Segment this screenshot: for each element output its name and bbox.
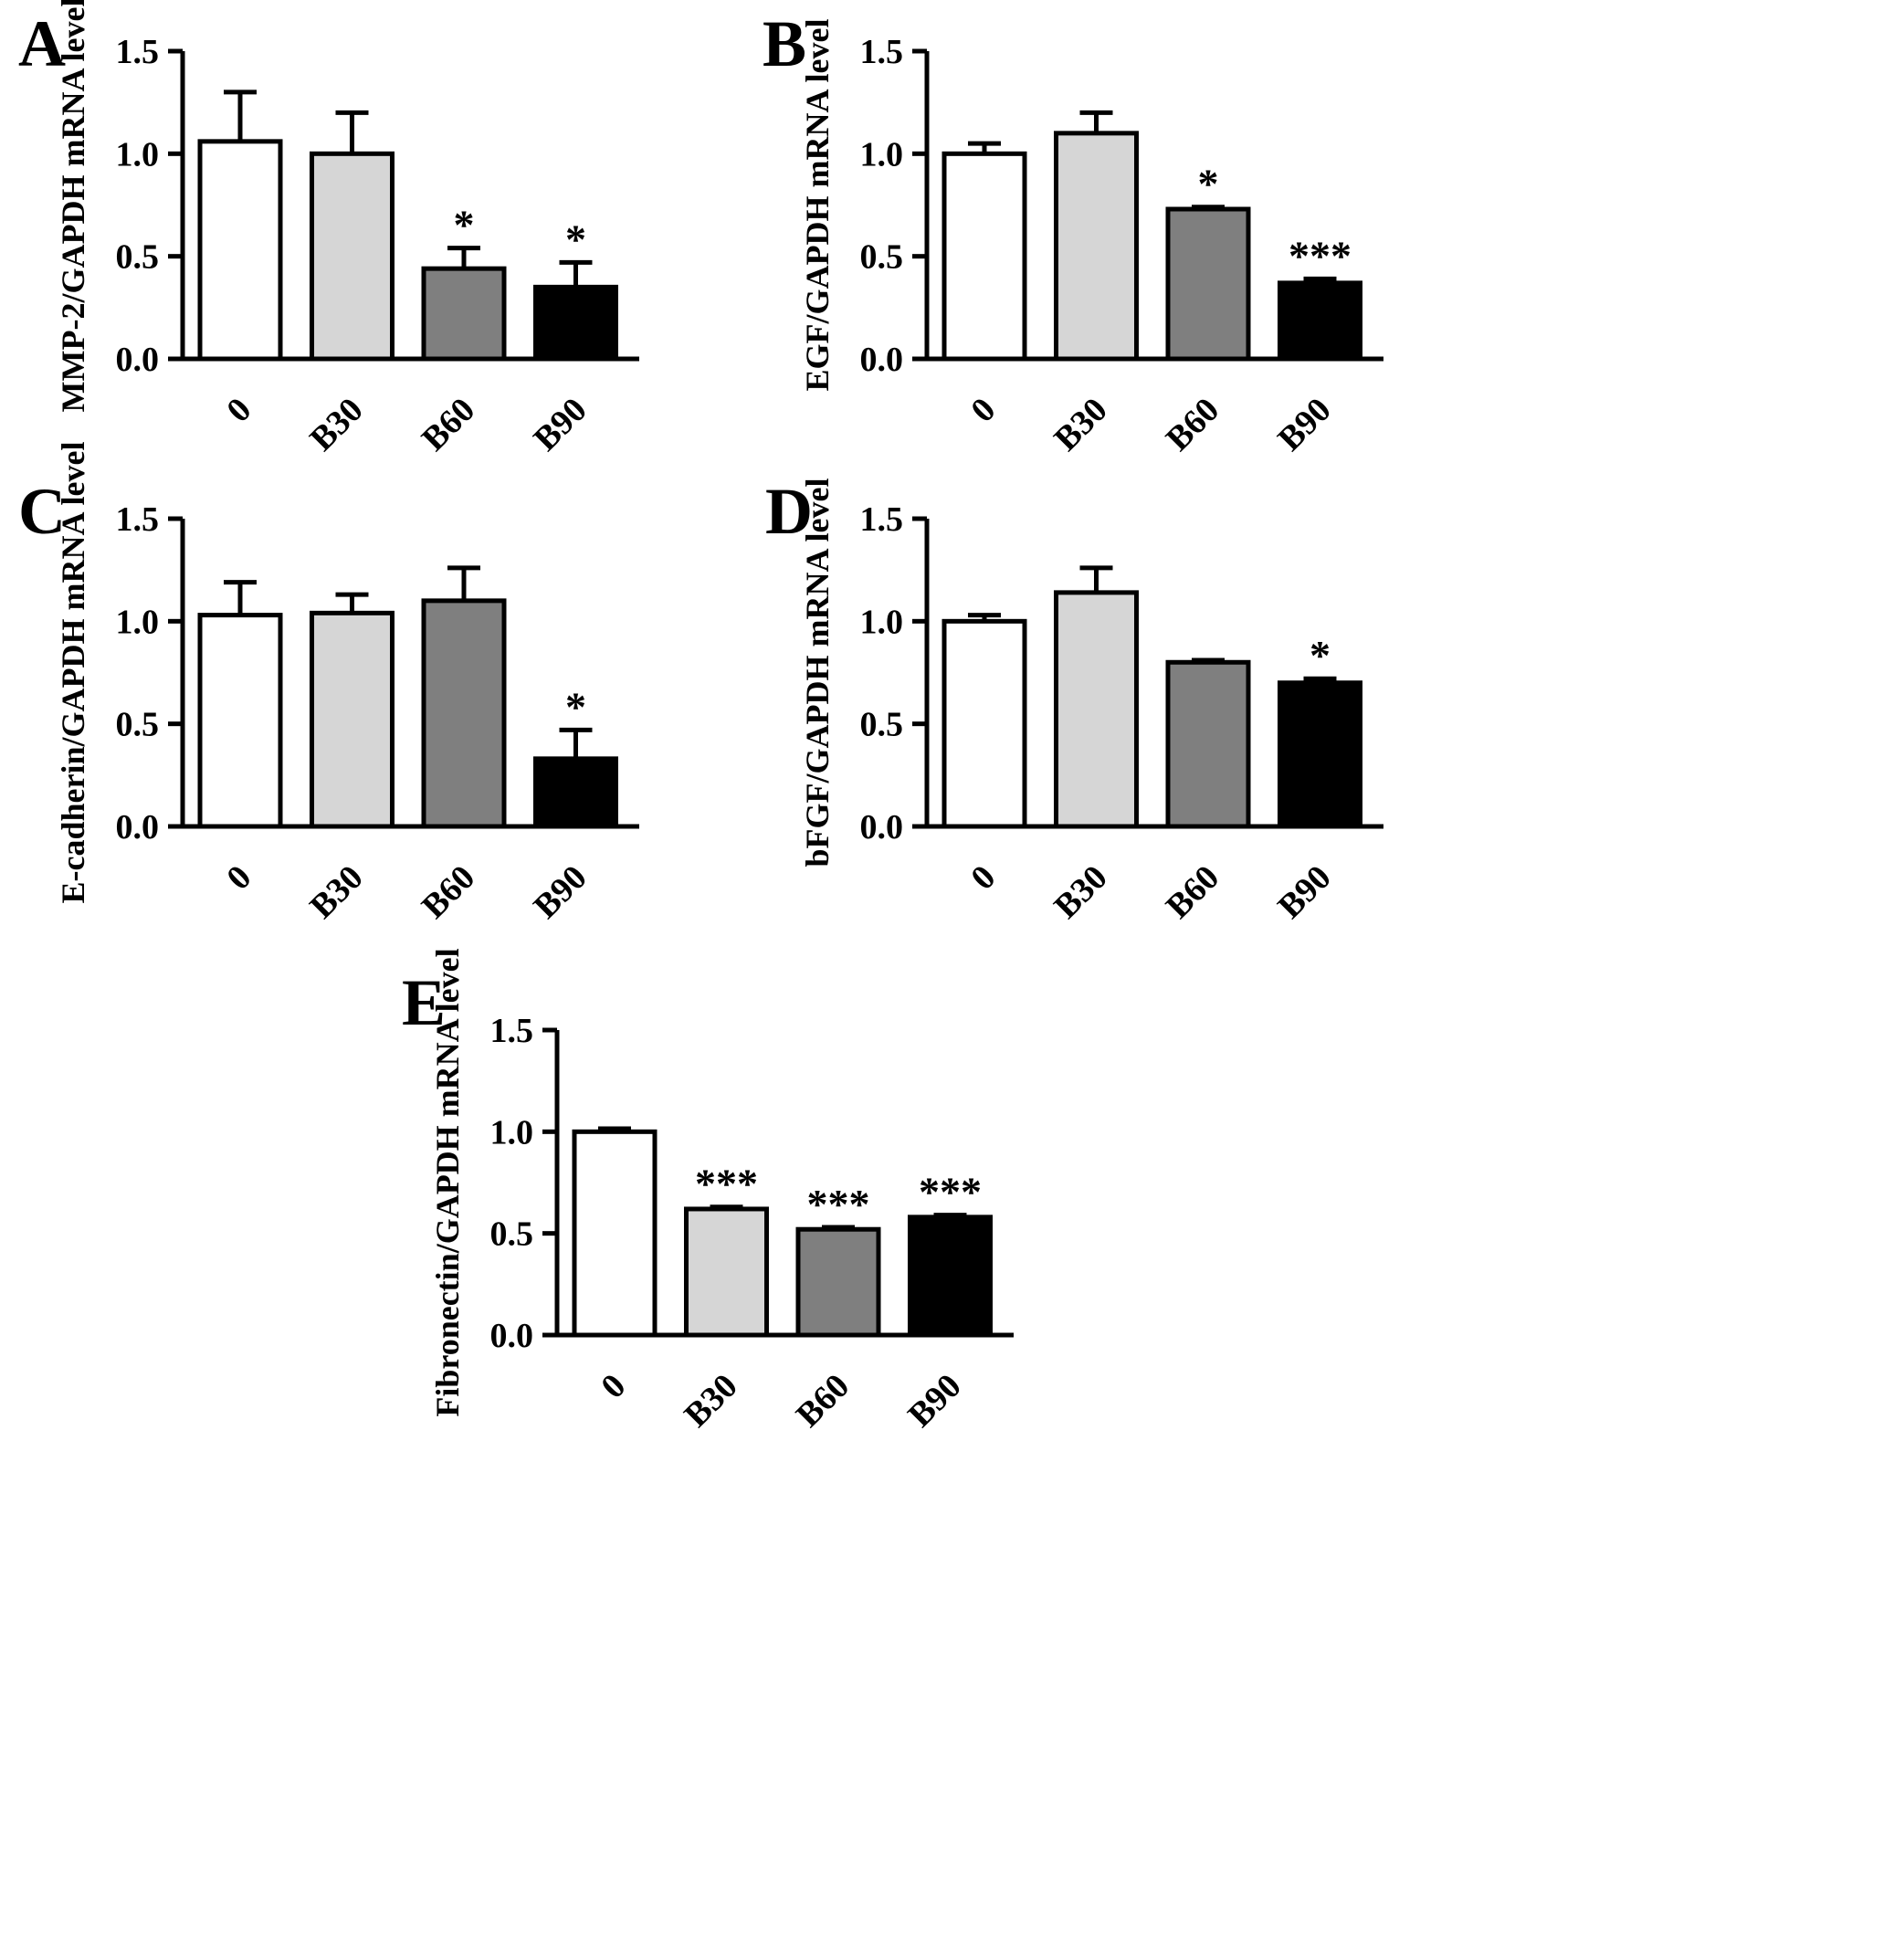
x-tick-label: B90	[900, 1367, 969, 1435]
y-tick-label: 1.0	[860, 135, 904, 174]
x-tick-label: B30	[1047, 858, 1115, 927]
significance-label: *	[1310, 632, 1331, 678]
x-tick-label: B30	[677, 1367, 745, 1435]
significance-label: ***	[919, 1169, 982, 1215]
y-axis-label: EGF/GAPDH mRNA level	[799, 19, 836, 392]
bar-e-B30	[684, 1206, 769, 1338]
y-tick-label: 0.0	[860, 808, 904, 847]
y-axis-label: bFGF/GAPDH mRNA level	[799, 478, 836, 868]
y-tick-label: 0.0	[490, 1317, 534, 1355]
bar-c-B60	[421, 598, 507, 829]
y-tick-label: 1.5	[490, 1012, 534, 1050]
panel-e: E 0.0 0.5 1.0 1.5 Fibronectin/GAPDH mRNA leve…	[402, 948, 1014, 1435]
y-tick-label: 0.0	[116, 341, 160, 379]
bar-d-B90	[1278, 680, 1362, 829]
x-tick-label: 0	[963, 858, 1003, 898]
significance-label: ***	[807, 1181, 870, 1227]
y-tick-label: 1.5	[116, 33, 160, 71]
x-tick-label: B90	[1270, 858, 1339, 927]
x-tick-label: B60	[789, 1367, 857, 1435]
panel-a: A 0.0 0.5 1.0 1.5 MMP-2/GAPDH mRNA level 0 B30 *…	[18, 0, 639, 458]
significance-label: *	[454, 202, 475, 248]
y-tick-label: 0.0	[116, 808, 160, 847]
significance-label: ***	[1289, 232, 1352, 279]
x-tick-label: B60	[1159, 858, 1227, 927]
y-axis-label: E-cadherin/GAPDH mRNA level	[55, 442, 91, 904]
bar-b-B60	[1165, 206, 1251, 362]
bar-b-B90	[1278, 280, 1362, 362]
bar-a-B60	[421, 266, 507, 362]
panel-letter-e: E	[402, 966, 446, 1039]
panel-d: D 0.0 0.5 1.0 1.5 bFGF/GAPDH mRNA level 0 B30 B6…	[765, 475, 1383, 926]
y-tick-label: 1.0	[490, 1113, 534, 1152]
x-tick-label: 0	[594, 1367, 633, 1406]
x-tick-label: B60	[415, 391, 483, 459]
panel-letter-b: B	[763, 7, 806, 80]
x-tick-label: B30	[1047, 391, 1115, 459]
bar-a-B30	[310, 151, 394, 362]
y-tick-label: 0.5	[860, 706, 904, 744]
panel-b: B 0.0 0.5 1.0 1.5 EGF/GAPDH mRNA level 0 B30 * B6…	[763, 7, 1383, 458]
x-tick-label: B30	[302, 391, 371, 459]
bar-b-B30	[1054, 131, 1139, 362]
bar-e-B90	[908, 1215, 993, 1338]
y-axis-label: Fibronectin/GAPDH mRNA level	[429, 948, 466, 1416]
x-tick-label: B90	[526, 391, 594, 459]
panel-letter-a: A	[18, 7, 66, 80]
x-tick-label: 0	[963, 391, 1003, 430]
y-tick-label: 0.5	[490, 1215, 534, 1254]
x-tick-label: 0	[219, 391, 258, 430]
bar-d-0	[941, 618, 1027, 829]
bar-b-0	[941, 151, 1027, 362]
y-tick-label: 0.5	[116, 706, 160, 744]
bar-c-0	[197, 613, 283, 829]
x-tick-label: 0	[219, 858, 258, 898]
y-tick-label: 0.0	[860, 341, 904, 379]
x-tick-label: B90	[1270, 391, 1339, 459]
y-tick-label: 1.5	[860, 500, 904, 539]
y-tick-label: 1.0	[116, 135, 160, 174]
bar-e-B60	[795, 1226, 881, 1338]
y-tick-label: 1.5	[116, 500, 160, 539]
y-tick-label: 1.0	[860, 603, 904, 641]
x-tick-label: B30	[302, 858, 371, 927]
panel-letter-d: D	[765, 475, 813, 548]
bar-d-B60	[1165, 659, 1251, 829]
y-tick-label: 0.5	[860, 238, 904, 277]
panel-c: C 0.0 0.5 1.0 1.5 E-cadherin/GAPDH mRNA level…	[18, 442, 639, 927]
bar-c-B90	[533, 756, 618, 829]
bar-a-B90	[533, 284, 618, 362]
y-tick-label: 1.5	[860, 33, 904, 71]
y-tick-label: 1.0	[116, 603, 160, 641]
significance-label: ***	[695, 1161, 758, 1207]
bar-d-B30	[1054, 590, 1139, 829]
significance-label: *	[1198, 161, 1219, 207]
x-tick-label: B90	[526, 858, 594, 927]
bar-a-0	[197, 139, 283, 362]
x-tick-label: B60	[1159, 391, 1227, 459]
bar-e-0	[572, 1129, 657, 1338]
y-tick-label: 0.5	[116, 238, 160, 277]
significance-label: *	[565, 683, 586, 730]
y-axis-label: MMP-2/GAPDH mRNA level	[55, 0, 91, 412]
bar-c-B30	[310, 610, 394, 829]
panel-letter-c: C	[18, 475, 66, 548]
significance-label: *	[565, 216, 586, 262]
x-tick-label: B60	[415, 858, 483, 927]
